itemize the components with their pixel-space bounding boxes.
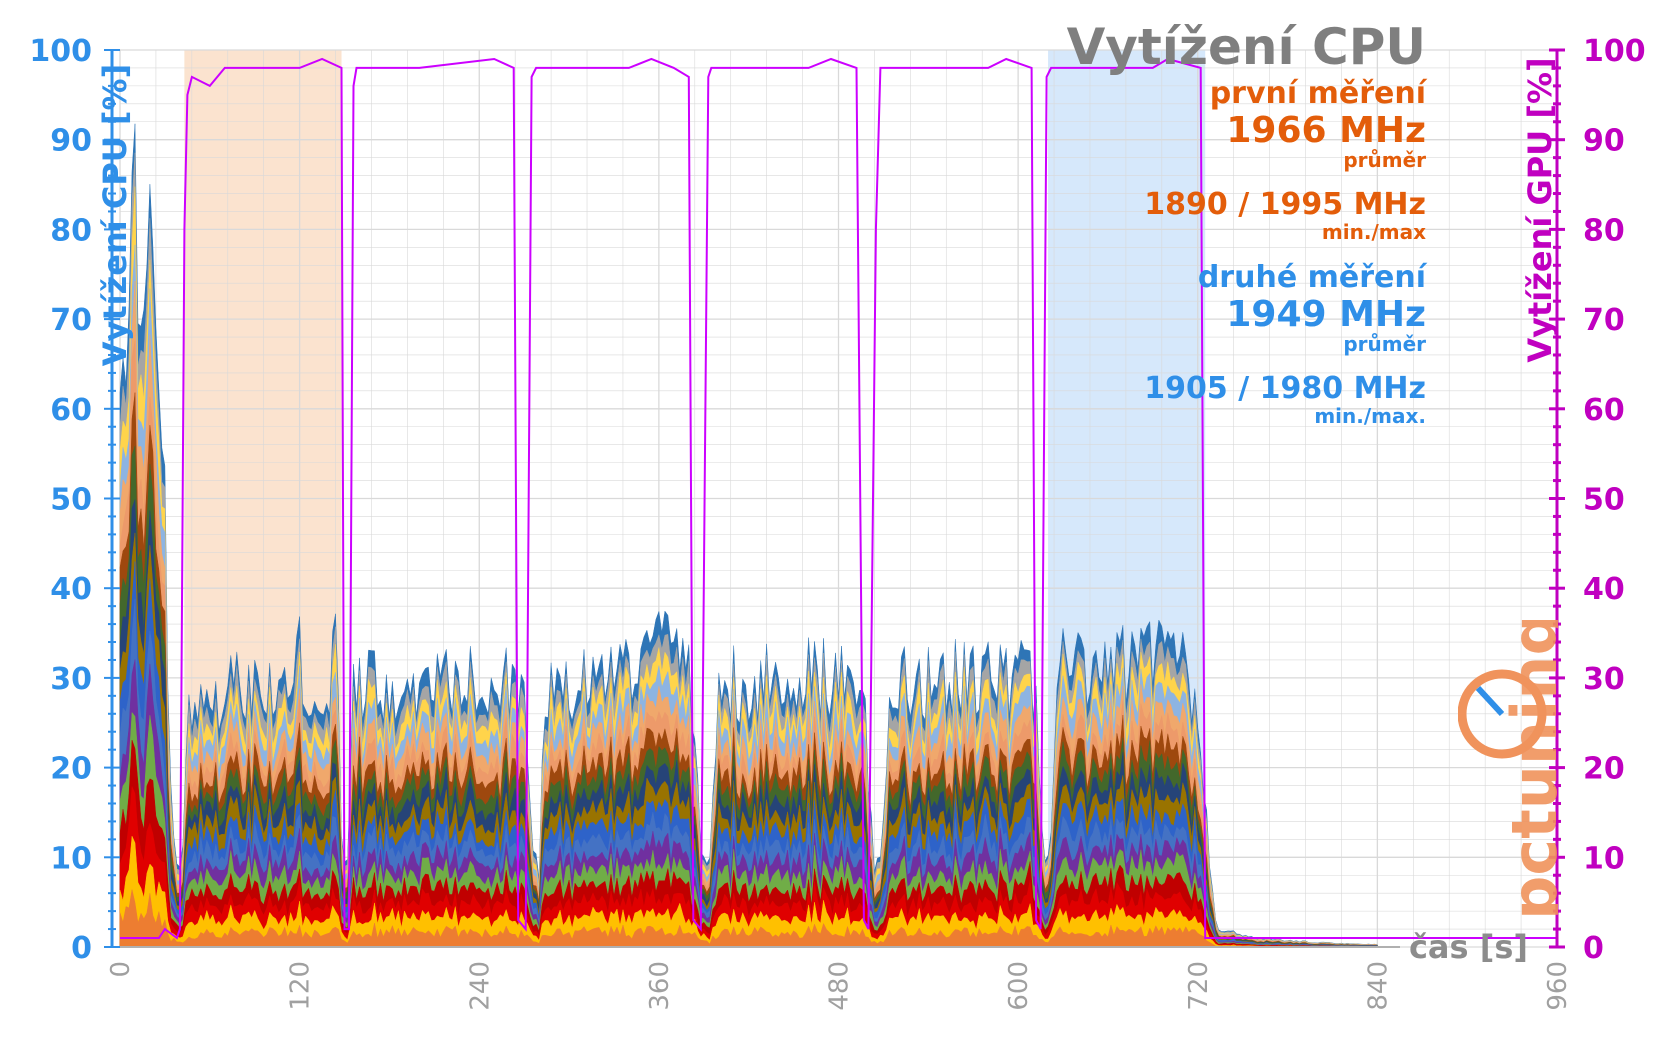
- cpu-thread-area-2: [119, 786, 1378, 948]
- first-measurement-range-note: min./max: [1321, 220, 1426, 244]
- gpu-load-series: [120, 57, 1557, 940]
- first-measurement-avg-note: průměr: [1343, 148, 1426, 172]
- logo-text: pctuning: [1498, 620, 1558, 920]
- right-y-tick-label: 0: [1583, 931, 1604, 966]
- left-y-tick-label: 100: [29, 34, 92, 69]
- right-y-tick-label: 40: [1583, 572, 1625, 607]
- first-measurement-label: první měření: [1209, 76, 1426, 111]
- right-y-tick-label: 60: [1583, 393, 1625, 428]
- right-y-tick-label: 100: [1583, 34, 1646, 69]
- left-y-tick-label: 30: [50, 662, 92, 697]
- right-y-tick-label: 20: [1583, 752, 1625, 787]
- cpu-stack-areas: [119, 123, 1378, 948]
- right-y-tick-label: 80: [1583, 213, 1625, 248]
- x-tick-label: 720: [1184, 961, 1214, 1011]
- first-measurement-avg: 1966 MHz: [1226, 110, 1426, 151]
- gpu-load-line: [120, 57, 1557, 940]
- x-tick-label: 360: [645, 961, 675, 1011]
- cpu-thread-area-1: [119, 835, 1378, 948]
- x-tick-label: 120: [286, 961, 316, 1011]
- x-tick-label: 0: [106, 961, 136, 978]
- second-measurement-label: druhé měření: [1197, 260, 1426, 295]
- left-y-tick-label: 50: [50, 483, 92, 518]
- axes: [104, 48, 1565, 949]
- x-tick-label: 840: [1363, 961, 1393, 1011]
- left-y-tick-label: 60: [50, 393, 92, 428]
- x-tick-label: 240: [465, 961, 495, 1011]
- second-measurement-avg: 1949 MHz: [1226, 294, 1426, 335]
- left-y-tick-label: 80: [50, 213, 92, 248]
- second-measurement-avg-note: průměr: [1343, 332, 1426, 356]
- second-measurement-range-note: min./max.: [1314, 404, 1426, 428]
- logo-dial-icon: [1458, 669, 1547, 759]
- chart-title: Vytížení CPU: [1066, 18, 1426, 76]
- x-tick-label: 960: [1543, 961, 1573, 1011]
- right-y-tick-label: 90: [1583, 124, 1625, 159]
- left-y-tick-label: 40: [50, 572, 92, 607]
- right-axis-label: Vytížení GPU [%]: [1521, 57, 1559, 362]
- x-tick-label: 600: [1004, 961, 1034, 1011]
- left-y-tick-label: 10: [50, 841, 92, 876]
- right-y-tick-label: 30: [1583, 662, 1625, 697]
- right-y-tick-label: 70: [1583, 303, 1625, 338]
- x-tick-label: 480: [825, 961, 855, 1011]
- left-y-tick-label: 20: [50, 752, 92, 787]
- cpu-thread-area-0: [119, 889, 1378, 948]
- second-measurement-range: 1905 / 1980 MHz: [1144, 371, 1426, 406]
- left-y-tick-label: 0: [71, 931, 92, 966]
- logo-needle-icon: [1475, 685, 1505, 717]
- left-axis-label: Vytížení CPU [%]: [96, 64, 134, 366]
- right-y-tick-label: 50: [1583, 483, 1625, 518]
- right-y-tick-label: 10: [1583, 841, 1625, 876]
- left-y-tick-label: 70: [50, 303, 92, 338]
- x-axis-label: čas [s]: [1409, 928, 1528, 966]
- left-y-tick-label: 90: [50, 124, 92, 159]
- pctuning-logo: pctuning: [1458, 620, 1558, 920]
- chart-legend: Vytížení CPU první měření 1966 MHz průmě…: [1067, 18, 1426, 426]
- first-measurement-range: 1890 / 1995 MHz: [1144, 187, 1426, 222]
